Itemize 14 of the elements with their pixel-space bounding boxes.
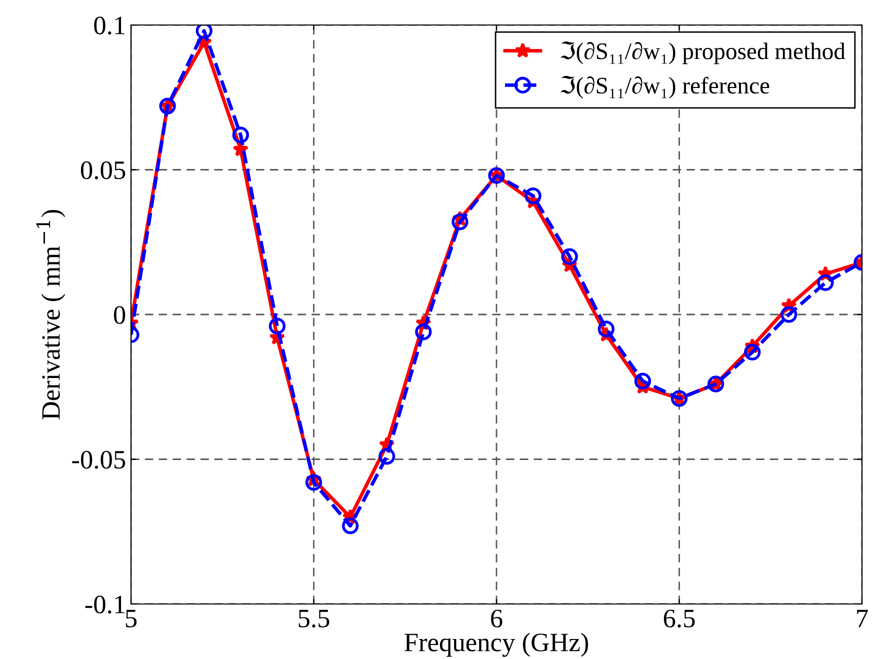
x-tick-label: 5 [126,610,137,628]
y-tick-label: -0.05 [72,450,126,469]
y-tick-label: 0.1 [94,16,125,35]
x-tick-label: 5.5 [298,610,330,628]
y-tick-label: -0.1 [85,596,125,614]
legend-label: ℑ(∂S₁₁/∂w₁) proposed method [560,42,846,64]
x-tick-label: 6.5 [664,610,695,628]
y-tick-label: 0.05 [80,161,126,180]
x-axis-title: Frequency (GHz) [404,632,588,657]
x-tick-label: 7 [857,610,868,628]
x-tick-label: 6 [491,610,502,628]
y-tick-label: 0 [114,306,126,324]
y-axis-title: Derivative ( mm$^{−1}$) [36,210,66,420]
legend-label: ℑ(∂S₁₁/∂w₁) reference [560,76,770,98]
